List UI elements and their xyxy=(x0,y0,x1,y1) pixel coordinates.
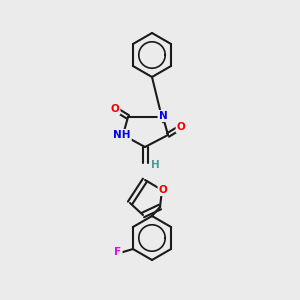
Text: N: N xyxy=(159,111,167,121)
Text: O: O xyxy=(111,104,119,114)
Text: NH: NH xyxy=(113,130,131,140)
Text: O: O xyxy=(177,122,185,132)
Text: F: F xyxy=(114,247,122,257)
Text: O: O xyxy=(159,185,167,195)
Text: H: H xyxy=(151,160,159,170)
